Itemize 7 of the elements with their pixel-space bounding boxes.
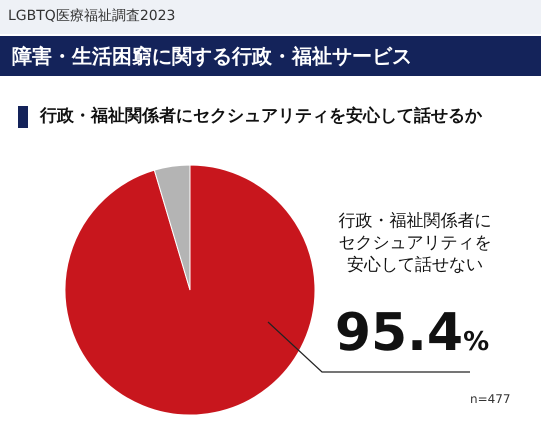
chart-subtitle: 行政・福祉関係者にセクシュアリティを安心して話せるか (40, 105, 482, 128)
text: LGBTQ医療福祉調査2023 (8, 7, 176, 25)
slice-label: 行政・福祉関係者にセクシュアリティを安心して話せない (338, 211, 492, 275)
text: n=477 (470, 392, 511, 406)
pie-slice (64, 164, 316, 416)
chart-title: 障害・生活困窮に関する行政・福祉サービス (0, 36, 541, 76)
data-label: 95.4% (334, 303, 490, 363)
